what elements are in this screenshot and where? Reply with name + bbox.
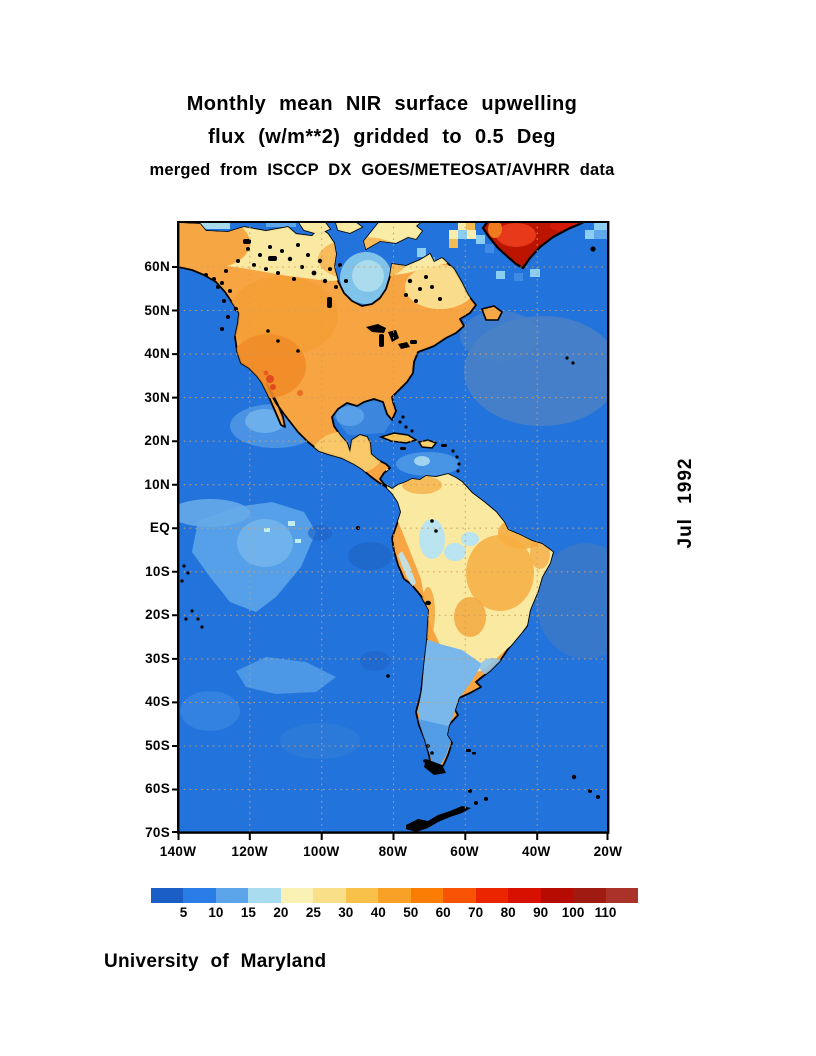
latitude-tick-label: 20N: [144, 433, 170, 449]
colorbar: [151, 888, 639, 903]
colorbar-segment: [280, 888, 314, 903]
colorbar-segment: [410, 888, 444, 903]
colorbar-segment: [540, 888, 574, 903]
latitude-tick-label: 50N: [144, 302, 170, 318]
colorbar-tick-label: 70: [468, 905, 484, 920]
longitude-tick-label: 20W: [593, 844, 623, 859]
longitude-tick-label: 60W: [450, 844, 479, 859]
title-line-3: merged from ISCCP DX GOES/METEOSAT/AVHRR…: [149, 161, 615, 179]
title-line-1: Monthly mean NIR surface upwelling: [186, 93, 578, 115]
latitude-tick-label: 30S: [145, 650, 170, 666]
map-frame: [176, 220, 610, 834]
colorbar-segment: [605, 888, 639, 903]
colorbar-tick-label: 25: [305, 905, 321, 920]
colorbar-tick-label: 15: [240, 905, 256, 920]
colorbar-segment: [378, 888, 411, 903]
colorbar-tick-label: 50: [403, 905, 419, 920]
colorbar-segment: [215, 888, 249, 903]
colorbar-labels: 5 10 15 20 25 30 40 50 60 70 80 90 100 110: [151, 905, 638, 922]
colorbar-segment: [151, 888, 184, 903]
latitude-tick-label: 70S: [145, 824, 170, 840]
latitude-tick-label: 30N: [144, 389, 170, 405]
latitude-tick-label: 10N: [144, 476, 170, 492]
figure-title: Monthly mean NIR surface upwelling flux …: [80, 88, 684, 187]
colorbar-tick-label: 40: [370, 905, 386, 920]
colorbar-segment: [508, 888, 541, 903]
longitude-axis: 140W 120W 100W 80W 60W 40W 20W: [156, 844, 630, 859]
date-label: Jul 1992: [672, 443, 700, 563]
colorbar-segment: [248, 888, 281, 903]
date-label-text: Jul 1992: [675, 457, 696, 549]
colorbar-tick-label: 90: [533, 905, 549, 920]
latitude-tick-label: 10S: [145, 563, 170, 579]
title-line-2: flux (w/m**2) gridded to 0.5 Deg: [208, 126, 556, 148]
latitude-tick-label: 40N: [144, 346, 170, 362]
colorbar-tick-label: 100: [561, 905, 585, 920]
colorbar-tick-label: 30: [338, 905, 354, 920]
colorbar-segment: [313, 888, 346, 903]
colorbar-segment: [573, 888, 606, 903]
latitude-tick-label: EQ: [149, 520, 170, 536]
colorbar-segment: [475, 888, 509, 903]
latitude-axis: 60N 50N 40N 30N 20N 10N EQ 10S 20S 30S 40S 50S 60S 70…: [116, 259, 172, 841]
colorbar-tick-label: 60: [435, 905, 451, 920]
longitude-tick-label: 120W: [231, 844, 268, 859]
land-flux-shading: [178, 221, 553, 767]
latitude-ticks: [172, 266, 179, 833]
colorbar-tick-label: 5: [179, 905, 188, 920]
land-layer: [178, 221, 609, 833]
longitude-tick-label: 100W: [303, 844, 340, 859]
colorbar-segment: [345, 888, 379, 903]
colorbar-tick-label: 110: [594, 905, 617, 920]
map-canvas: [178, 221, 609, 833]
lakes-and-speckles: [180, 239, 600, 832]
latitude-tick-label: 60N: [144, 259, 170, 274]
longitude-ticks: [177, 833, 609, 840]
colorbar-tick-label: 20: [273, 905, 289, 920]
latitude-tick-label: 40S: [145, 694, 170, 710]
graticule-gridlines: [178, 221, 609, 833]
credit-text: University of Maryland: [104, 951, 327, 972]
longitude-tick-label: 40W: [521, 844, 551, 859]
flux-map-svg: [172, 220, 610, 840]
latitude-tick-label: 60S: [145, 781, 170, 797]
latitude-tick-label: 20S: [145, 607, 170, 623]
longitude-tick-label: 140W: [159, 844, 197, 859]
longitude-tick-label: 80W: [378, 844, 408, 859]
colorbar-segment: [183, 888, 216, 903]
colorbar-segment: [443, 888, 476, 903]
latitude-tick-label: 50S: [145, 737, 170, 753]
colorbar-tick-label: 80: [500, 905, 516, 920]
map-plot: [170, 220, 617, 842]
colorbar-tick-label: 10: [208, 905, 224, 920]
